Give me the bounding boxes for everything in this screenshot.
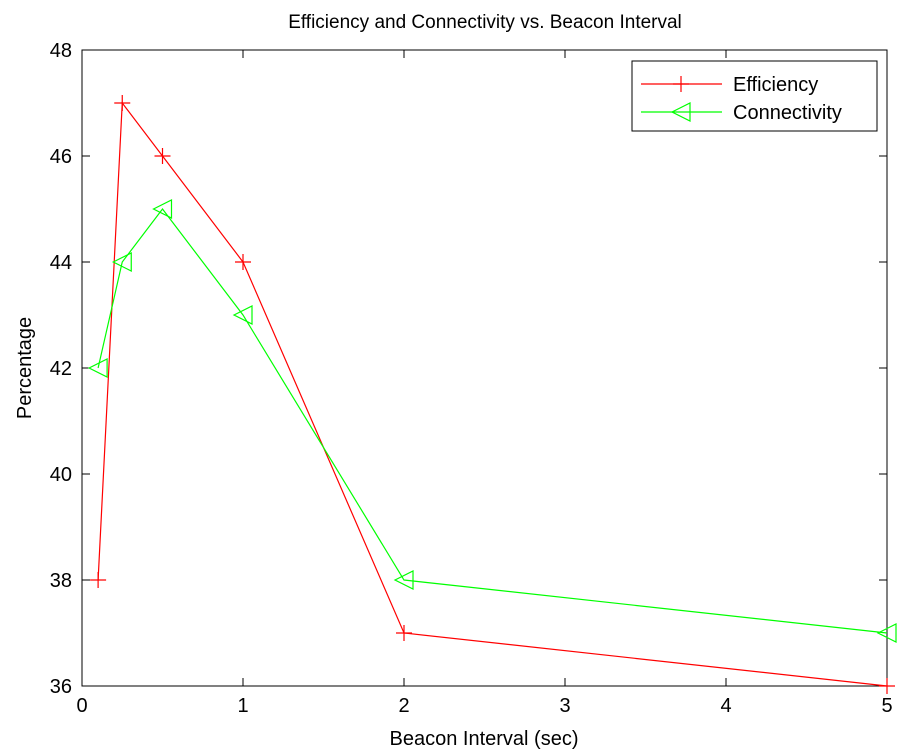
x-tick-label: 4 — [720, 695, 731, 717]
plot-area — [81, 49, 888, 687]
data-point-connectivity — [876, 623, 897, 643]
data-series — [87, 95, 897, 694]
x-tick-label: 5 — [881, 695, 892, 717]
legend-box — [631, 60, 878, 132]
legend: Efficiency Connectivity — [631, 60, 878, 132]
data-point-connectivity — [152, 199, 173, 219]
y-axis-label: Percentage — [14, 317, 36, 419]
x-tick-label: 3 — [559, 695, 570, 717]
legend-marker-connectivity — [670, 102, 691, 122]
y-tick-label: 42 — [50, 358, 72, 380]
y-tick-label: 40 — [50, 464, 72, 486]
y-tick-label: 36 — [50, 676, 72, 698]
series-line-connectivity — [97, 208, 888, 634]
x-tick-label: 0 — [76, 695, 87, 717]
data-point-connectivity — [393, 570, 414, 590]
data-point-efficiency — [90, 572, 107, 588]
y-tick-label: 48 — [50, 40, 72, 62]
legend-label-efficiency: Efficiency — [733, 74, 818, 96]
data-point-connectivity — [232, 305, 253, 325]
y-tick-label: 38 — [50, 570, 72, 592]
legend-label-connectivity: Connectivity — [733, 102, 842, 124]
data-point-efficiency — [154, 148, 171, 164]
chart-title: Efficiency and Connectivity vs. Beacon I… — [288, 12, 682, 33]
axis-ticks: 0 1 2 3 4 5 36 38 40 42 44 46 48 — [50, 40, 893, 717]
legend-marker-efficiency — [673, 76, 689, 92]
data-point-efficiency — [396, 625, 412, 641]
y-tick-label: 46 — [50, 146, 72, 168]
data-point-efficiency — [235, 254, 251, 270]
data-point-connectivity — [111, 252, 132, 272]
x-tick-label: 2 — [398, 695, 409, 717]
data-point-efficiency — [114, 95, 131, 111]
data-point-efficiency — [879, 678, 895, 694]
x-tick-label: 1 — [237, 695, 248, 717]
series-line-efficiency — [97, 101, 888, 687]
y-tick-label: 44 — [50, 252, 72, 274]
data-point-connectivity — [87, 358, 108, 378]
x-axis-label: Beacon Interval (sec) — [390, 728, 579, 750]
